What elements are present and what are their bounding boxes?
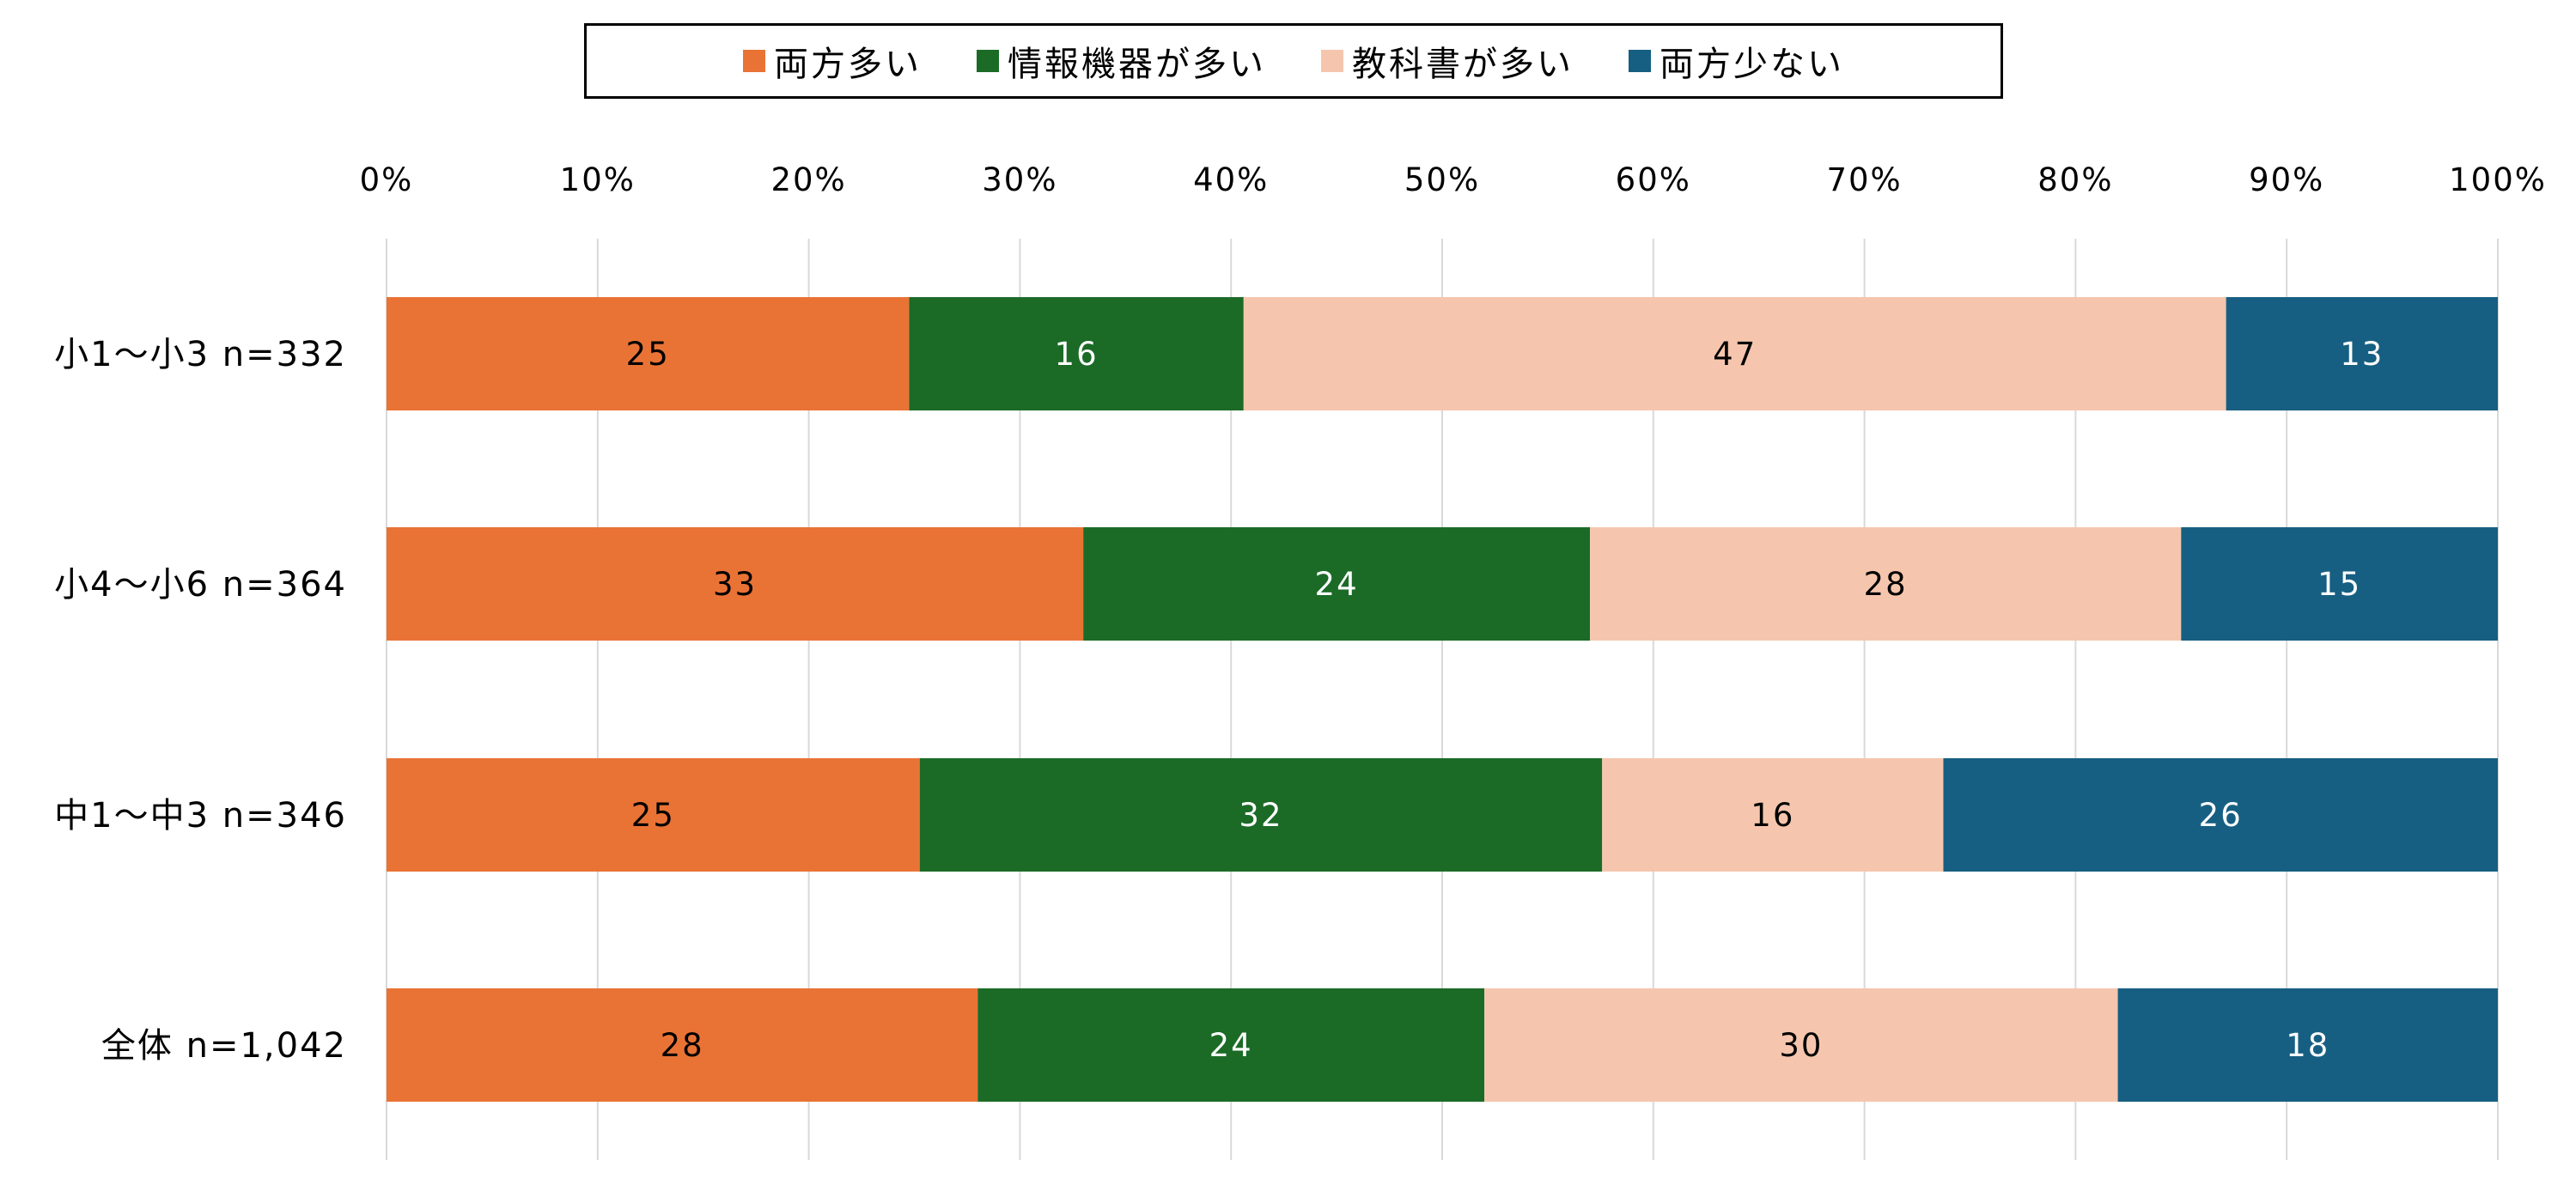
x-tick-label: 50% <box>1404 161 1480 198</box>
legend-item: 教科書が多い <box>1321 36 1574 86</box>
x-tick-label: 20% <box>770 161 846 198</box>
legend-swatch <box>1629 50 1651 72</box>
bar-segment <box>1590 527 2182 641</box>
legend-label: 両方少ない <box>1659 45 1844 84</box>
data-label: 24 <box>1209 1027 1253 1064</box>
bar-segment <box>387 527 1084 641</box>
bar-segment <box>2181 527 2498 641</box>
category-label: 小1〜小3 n=332 <box>54 335 347 374</box>
data-label: 24 <box>1315 566 1359 603</box>
legend-swatch <box>743 50 765 72</box>
data-label: 26 <box>2199 797 2243 834</box>
category-label: 小4〜小6 n=364 <box>54 565 347 605</box>
data-label: 47 <box>1713 336 1757 373</box>
x-tick-label: 100% <box>2449 161 2547 198</box>
legend-item: 両方少ない <box>1629 36 1844 86</box>
legend-label: 情報機器が多い <box>1008 45 1266 84</box>
data-label: 18 <box>2286 1027 2329 1064</box>
data-label: 15 <box>2317 566 2361 603</box>
bar-segment <box>2117 988 2498 1102</box>
x-tick-label: 70% <box>1826 161 1902 198</box>
x-tick-label: 80% <box>2037 161 2113 198</box>
bar-segment <box>387 297 910 410</box>
data-label: 25 <box>631 797 675 834</box>
bar-segment <box>977 988 1485 1102</box>
bar-segment <box>909 297 1244 410</box>
bar-segment <box>1243 297 2226 410</box>
legend-label: 教科書が多い <box>1352 45 1574 84</box>
legend-label: 両方多い <box>774 45 922 84</box>
bar-segment <box>1484 988 2118 1102</box>
data-label: 16 <box>1751 797 1794 834</box>
data-label: 28 <box>1864 566 1908 603</box>
bar-segment <box>1602 758 1944 872</box>
category-label: 中1〜中3 n=346 <box>54 796 347 836</box>
data-label: 32 <box>1239 797 1282 834</box>
data-label: 16 <box>1055 336 1099 373</box>
bar-segment <box>2226 297 2498 410</box>
x-tick-label: 30% <box>982 161 1057 198</box>
data-label: 25 <box>626 336 670 373</box>
chart-legend: 両方多い 情報機器が多い 教科書が多い 両方少ない <box>584 23 2003 99</box>
bar-segment <box>387 758 920 872</box>
bar-segment <box>1083 527 1591 641</box>
legend-item: 両方多い <box>743 36 922 86</box>
bar-segment <box>387 988 978 1102</box>
bar-segment <box>1943 758 2498 872</box>
legend-swatch <box>1321 50 1343 72</box>
data-label: 28 <box>661 1027 704 1064</box>
category-label: 全体 n=1,042 <box>101 1026 347 1066</box>
x-tick-label: 40% <box>1193 161 1269 198</box>
data-label: 33 <box>713 566 757 603</box>
x-tick-label: 0% <box>360 161 414 198</box>
x-tick-label: 60% <box>1616 161 1691 198</box>
x-tick-label: 90% <box>2249 161 2324 198</box>
x-tick-label: 10% <box>560 161 636 198</box>
data-label: 13 <box>2340 336 2384 373</box>
bar-segment <box>919 758 1603 872</box>
legend-swatch <box>977 50 999 72</box>
legend-item: 情報機器が多い <box>977 36 1266 86</box>
data-label: 30 <box>1779 1027 1823 1064</box>
